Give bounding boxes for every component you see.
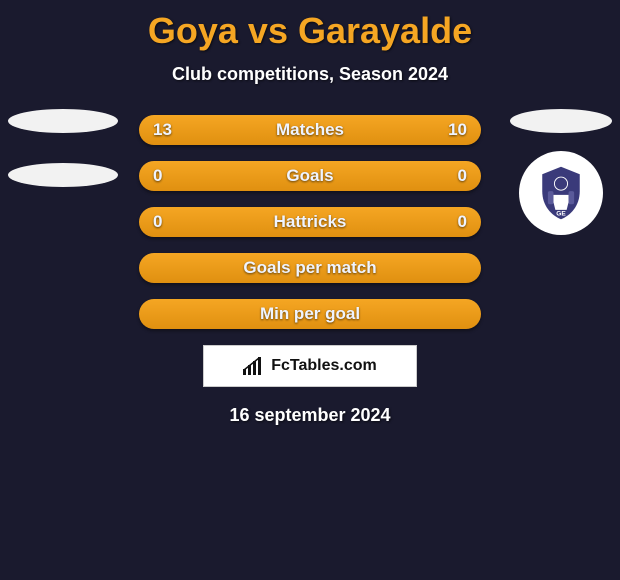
left-team-marks	[8, 109, 118, 217]
stat-row-hattricks: 0 Hattricks 0	[139, 207, 481, 237]
bar-chart-icon	[243, 357, 265, 375]
stat-left-value: 0	[153, 166, 162, 186]
stat-rows: 13 Matches 10 0 Goals 0 0 Hattricks 0 Go…	[139, 115, 481, 329]
stats-area: GE 13 Matches 10 0 Goals 0 0 Hattricks 0	[0, 115, 620, 426]
stat-label: Goals per match	[243, 258, 376, 278]
stat-label: Goals	[286, 166, 333, 186]
stat-row-matches: 13 Matches 10	[139, 115, 481, 145]
stat-label: Matches	[276, 120, 344, 140]
comparison-card: Goya vs Garayalde Club competitions, Sea…	[0, 0, 620, 426]
placeholder-ellipse	[510, 109, 612, 133]
stat-label: Min per goal	[260, 304, 360, 324]
stat-row-goals: 0 Goals 0	[139, 161, 481, 191]
stat-row-mpg: Min per goal	[139, 299, 481, 329]
right-team-marks: GE	[510, 109, 612, 235]
crest-svg: GE	[531, 163, 591, 223]
stat-left-value: 0	[153, 212, 162, 232]
team-crest-icon: GE	[519, 151, 603, 235]
stat-left-value: 13	[153, 120, 172, 140]
stat-row-gpm: Goals per match	[139, 253, 481, 283]
brand-label: FcTables.com	[271, 357, 377, 375]
brand-box[interactable]: FcTables.com	[203, 345, 417, 387]
placeholder-ellipse	[8, 109, 118, 133]
svg-text:GE: GE	[556, 211, 566, 218]
page-title: Goya vs Garayalde	[0, 10, 620, 52]
stat-right-value: 0	[458, 166, 467, 186]
date-label: 16 september 2024	[0, 405, 620, 426]
stat-right-value: 10	[448, 120, 467, 140]
stat-label: Hattricks	[274, 212, 347, 232]
placeholder-ellipse	[8, 163, 118, 187]
stat-right-value: 0	[458, 212, 467, 232]
subtitle: Club competitions, Season 2024	[0, 64, 620, 85]
